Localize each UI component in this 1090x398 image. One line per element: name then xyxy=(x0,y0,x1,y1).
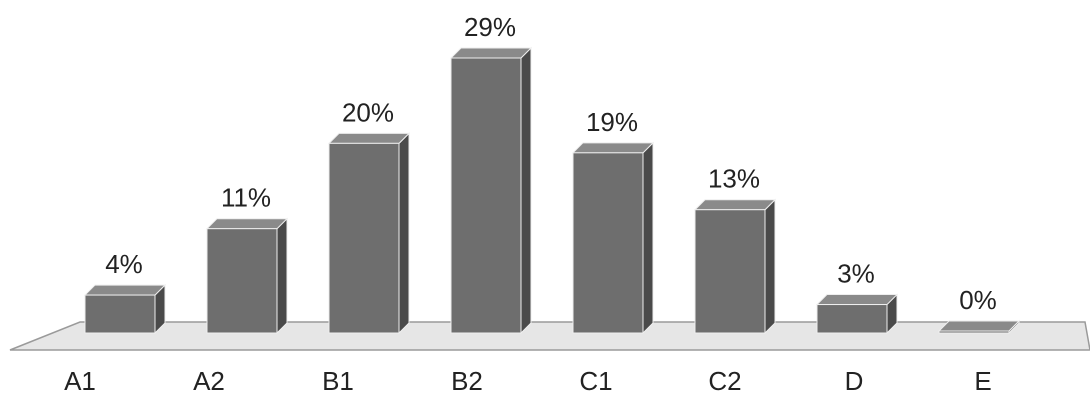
bar-front-c2 xyxy=(694,209,766,334)
bar-top-d xyxy=(815,294,899,306)
bar-a2 xyxy=(205,217,289,335)
bar-front-b1 xyxy=(328,142,400,334)
category-label-b2: B2 xyxy=(451,366,483,396)
value-label-b2: 29% xyxy=(464,12,516,42)
bar-side-b1 xyxy=(398,132,410,335)
value-label-b1: 20% xyxy=(342,97,394,127)
bar-top-b1 xyxy=(327,132,411,144)
category-label-b1: B1 xyxy=(322,366,354,396)
category-label-c2: C2 xyxy=(708,366,741,396)
bar-side-b2 xyxy=(520,46,532,335)
bar-c1 xyxy=(571,141,655,335)
value-label-c1: 19% xyxy=(586,107,638,137)
category-label-e: E xyxy=(974,366,991,396)
category-labels: A1 A2 B1 B2 C1 C2 D E xyxy=(64,366,992,396)
bar-top-a2 xyxy=(205,218,289,230)
bar-b1 xyxy=(327,132,411,335)
bar-d xyxy=(815,293,899,335)
bar-top-b2 xyxy=(449,47,533,59)
bars xyxy=(83,46,1021,335)
bar-front-c1 xyxy=(572,152,644,334)
bar-top-e xyxy=(937,320,1021,332)
value-label-a1: 4% xyxy=(105,249,143,279)
category-label-c1: C1 xyxy=(579,366,612,396)
value-labels: 4% 11% 20% 29% 19% 13% 3% 0% xyxy=(105,12,997,315)
chart-floor xyxy=(9,321,1090,351)
value-label-c2: 13% xyxy=(708,164,760,194)
bar-front-a2 xyxy=(206,228,278,334)
value-label-e: 0% xyxy=(959,285,997,315)
bar-front-b2 xyxy=(450,57,522,334)
value-label-d: 3% xyxy=(837,259,875,289)
bar-top-c2 xyxy=(693,199,777,211)
bar-e xyxy=(937,319,1021,335)
category-label-a1: A1 xyxy=(64,366,96,396)
bar-side-a2 xyxy=(276,217,288,335)
category-label-a2: A2 xyxy=(193,366,225,396)
bar-top-c1 xyxy=(571,142,655,154)
floor-plane xyxy=(9,321,1090,351)
bar-side-c2 xyxy=(764,198,776,335)
bar-side-c1 xyxy=(642,141,654,335)
bar-front-a1 xyxy=(84,294,156,334)
bar-c2 xyxy=(693,198,777,335)
bar-a1 xyxy=(83,283,167,335)
bar-front-d xyxy=(816,304,888,334)
bar-front-e xyxy=(938,330,1010,334)
bar-b2 xyxy=(449,46,533,335)
bar-top-a1 xyxy=(83,284,167,296)
category-label-d: D xyxy=(845,366,864,396)
value-label-a2: 11% xyxy=(221,183,271,213)
